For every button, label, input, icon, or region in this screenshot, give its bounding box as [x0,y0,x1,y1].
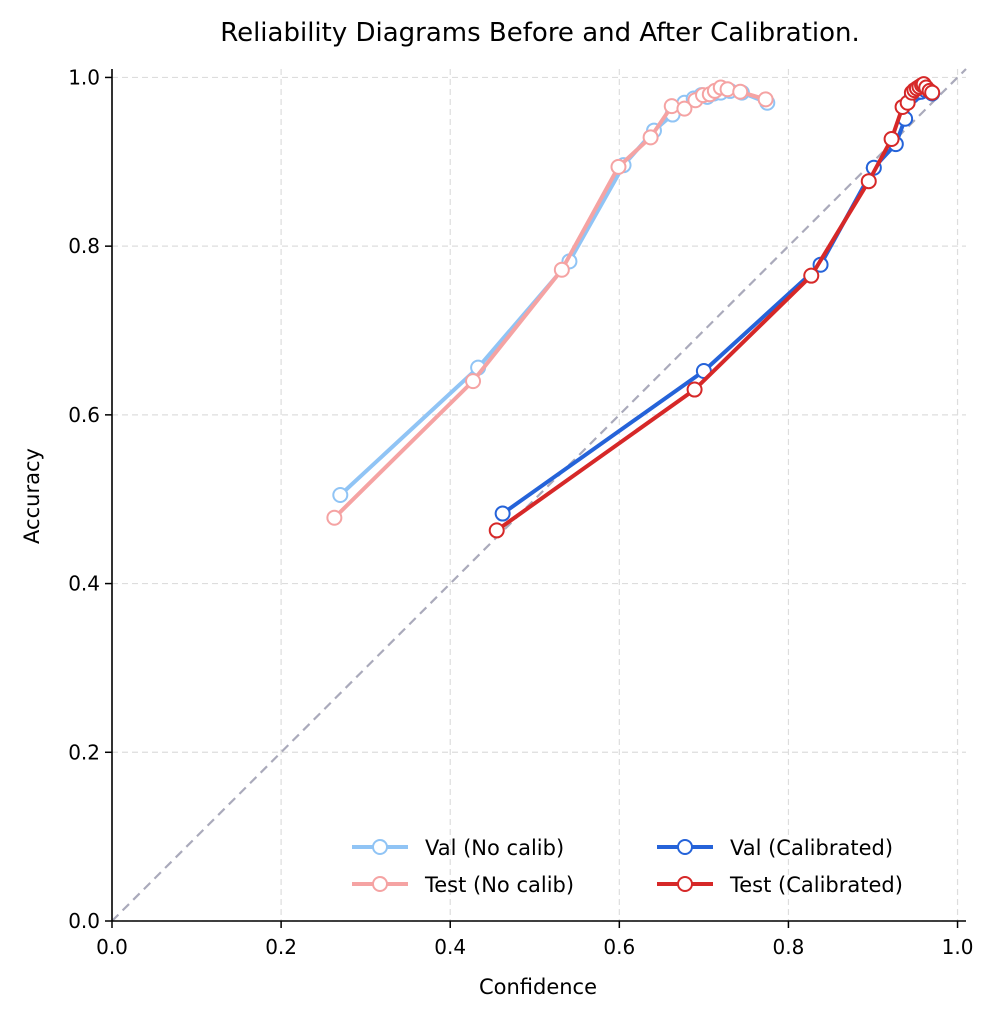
legend: Val (No calib) Test (No calib) Val (Calibr… [352,836,903,897]
legend-label: Test (No calib) [424,873,574,897]
data-point [553,261,570,278]
series-test-calibrated [488,76,941,539]
x-tick-label: 0.4 [434,935,466,959]
legend-item: Val (No calib) [352,836,564,860]
data-point [332,487,349,503]
legend-swatch-marker [372,839,388,855]
x-tick-label: 0.8 [773,935,805,959]
legend-swatch-marker [372,876,388,892]
data-point [719,81,736,98]
series-val-calibrated [494,82,941,522]
data-point [732,83,749,100]
data-point [757,91,774,108]
y-tick-label: 0.8 [68,234,100,258]
legend-label: Test (Calibrated) [729,873,903,897]
chart-title: Reliability Diagrams Before and After Ca… [220,18,860,48]
x-axis-label: Confidence [479,975,597,999]
series-line [338,88,770,497]
data-point [803,267,820,284]
series-line [500,88,935,516]
y-tick-label: 0.4 [68,572,100,596]
series-val-no-calib [332,82,776,503]
x-tick-label: 0.6 [603,935,635,959]
legend-swatch-marker [677,839,693,855]
legend-item: Test (Calibrated) [657,873,903,897]
data-point [860,173,877,190]
diagonal-line [111,68,967,922]
legend-item: Test (No calib) [352,873,574,897]
data-point [686,381,703,398]
y-tick-label: 0.6 [68,403,100,427]
x-tick-label: 1.0 [942,935,974,959]
series-line [494,82,935,533]
series-test-no-calib [326,79,774,526]
data-point [326,509,343,526]
y-tick-label: 1.0 [68,65,100,89]
data-point [494,505,511,522]
data-point [465,373,482,390]
data-point [642,129,659,146]
data-point [924,84,941,101]
data-point [610,158,627,175]
series-line [332,85,768,520]
legend-label: Val (Calibrated) [730,836,893,860]
x-tick-label: 0.2 [265,935,297,959]
legend-label: Val (No calib) [425,836,564,860]
data-point [663,98,680,115]
axes: 0.0 0.2 0.4 0.6 0.8 1.0 0.0 0.2 0.4 0.6 0.8 1.0 [68,65,973,959]
legend-item: Val (Calibrated) [657,836,893,860]
data-point [883,131,900,148]
legend-swatch-marker [677,876,693,892]
y-tick-label: 0.2 [68,740,100,764]
data-point [488,522,505,539]
y-tick-label: 0.0 [68,909,100,933]
x-tick-label: 0.0 [96,935,128,959]
series-layer [326,76,941,539]
reference-line [111,68,967,922]
y-axis-label: Accuracy [20,448,44,544]
data-point [676,100,693,117]
